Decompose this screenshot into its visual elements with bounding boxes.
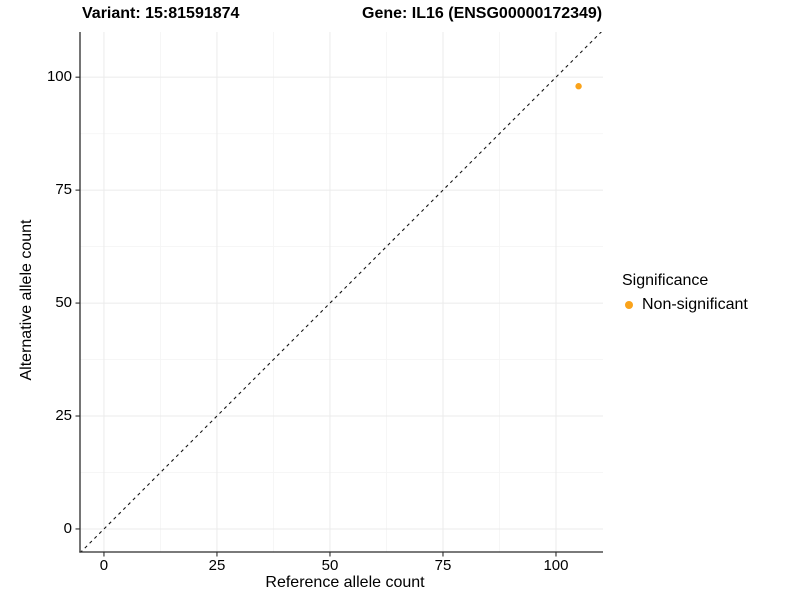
- y-tick-label: 25: [55, 407, 72, 424]
- x-tick-label: 0: [99, 557, 109, 574]
- legend-title: Significance: [622, 272, 709, 289]
- y-tick-label: 75: [55, 181, 72, 199]
- y-tick-label: 100: [46, 68, 72, 86]
- y-tick-label: 0: [63, 519, 72, 537]
- data-points: [575, 83, 582, 90]
- x-tick-label: 75: [434, 557, 452, 574]
- y-tick-label: 50: [55, 294, 72, 312]
- legend: Significance Non-significant: [622, 271, 748, 314]
- x-tick-label: 100: [543, 557, 569, 574]
- legend-item-label: Non-significant: [642, 296, 748, 313]
- legend-item-non-significant: Non-significant: [625, 295, 748, 314]
- x-tick-label: 25: [208, 557, 226, 574]
- data-point: [575, 83, 582, 90]
- gridlines-minor: [80, 32, 603, 552]
- axis-tick-marks: [75, 76, 557, 557]
- identity-dashed-line: [80, 32, 602, 552]
- gridlines-major: [80, 32, 603, 552]
- plot-title-gene: Gene: IL16 (ENSG00000172349): [362, 5, 603, 22]
- plot-title-variant: Variant: 15:81591874: [82, 5, 240, 22]
- legend-point-icon: [625, 300, 633, 309]
- x-tick-label: 50: [321, 557, 339, 574]
- x-axis-title: Reference allele count: [265, 574, 425, 591]
